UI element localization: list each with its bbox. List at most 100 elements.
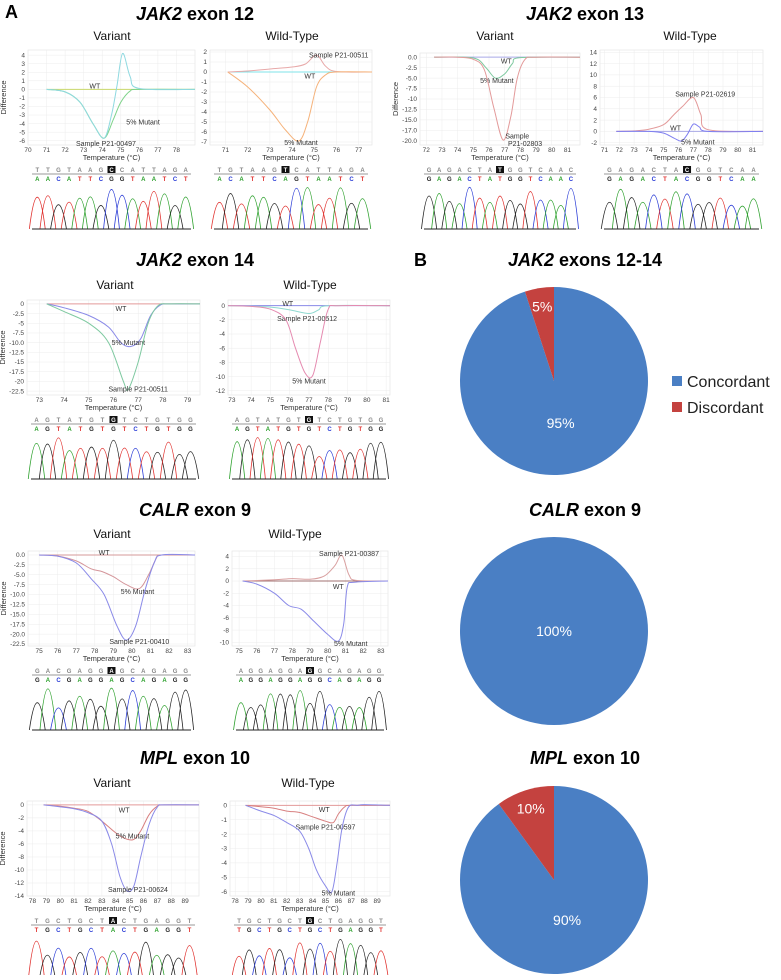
y-axis-label: Difference xyxy=(0,330,7,364)
trace-peak xyxy=(421,195,438,230)
melt-curve-plot: Wild-Type 71 72 73 74 75 76 77 78 79 80 81 14 12 10 8 6 4… xyxy=(590,29,764,162)
trace-peak xyxy=(461,187,478,230)
y-tick-label: -12 xyxy=(216,388,226,395)
y-tick-label: 6 xyxy=(593,95,597,102)
highlighted-base xyxy=(683,166,692,173)
x-tick-label: 75 xyxy=(117,147,125,154)
sequence-chromatogram: T G C T G C T G C T G A G G T T G C T G C T G C T G A G G T xyxy=(231,917,389,980)
exon-label: exon 9 xyxy=(579,500,641,520)
highlighted-base xyxy=(306,667,314,674)
x-tick-label: 76 xyxy=(253,648,261,655)
x-axis-label: Temperature (°C) xyxy=(280,403,338,412)
x-tick-label: 77 xyxy=(73,648,81,655)
series-line xyxy=(39,553,196,641)
trace-peak xyxy=(27,941,46,980)
x-tick-label: 83 xyxy=(184,648,192,655)
gene-name: MPL xyxy=(140,748,178,768)
trace-peak xyxy=(39,195,57,230)
y-tick-label: -8 xyxy=(219,360,225,367)
trace-peak xyxy=(270,439,287,480)
x-tick-label: 75 xyxy=(36,648,44,655)
y-tick-label: -10 xyxy=(15,867,25,874)
trace-peak xyxy=(93,447,112,480)
melt-curve-plot: Wild-Type 71 72 73 74 75 76 77 2 1 0 -1 -2 -3 -4 -5 -6 -7… xyxy=(201,29,373,162)
x-tick-label: 86 xyxy=(140,898,148,905)
gene-name: JAK2 xyxy=(526,4,572,24)
trace-peak xyxy=(352,448,369,480)
trace-peak xyxy=(342,203,361,230)
sequence-chromatogram: G A G A C T A C G G T C A A G A G A C T A C G G T C A A xyxy=(600,166,763,230)
x-tick-label: 73 xyxy=(80,147,88,154)
trace-peak xyxy=(331,707,348,731)
trace-peak xyxy=(656,198,674,230)
x-tick-label: 82 xyxy=(84,898,92,905)
exon-label: exon 14 xyxy=(182,250,254,270)
y-tick-label: -3 xyxy=(221,846,227,853)
highlighted-base xyxy=(107,166,116,173)
trace-peak xyxy=(137,942,155,980)
sequence-chromatogram: G A C G A G G A G C A G A G G G A C G A G G A G C A G A G G xyxy=(28,667,195,731)
trace-peak xyxy=(600,202,619,230)
y-tick-label: -17.5 xyxy=(10,621,25,628)
trace-peak xyxy=(321,450,338,480)
curve-annotation: 5% Mutant xyxy=(112,340,146,347)
x-tick-label: 81 xyxy=(342,648,350,655)
y-tick-label: -10.0 xyxy=(10,592,25,599)
x-tick-label: 88 xyxy=(168,898,176,905)
series-line xyxy=(245,804,391,894)
x-tick-label: 76 xyxy=(675,147,683,154)
y-tick-label: -2 xyxy=(219,317,225,324)
melt-curve-plot: Wild-Type 75 76 77 78 79 80 81 82 83 4 2 0 -2 -4 -6 -8 -1… xyxy=(220,527,389,663)
trace-peak xyxy=(512,203,529,230)
x-tick-label: 72 xyxy=(61,147,69,154)
trace-peak xyxy=(115,447,134,480)
trace-peak xyxy=(243,195,262,230)
slice-label: 5% xyxy=(532,299,552,315)
plot-subtitle: Variant xyxy=(476,29,514,43)
trace-peak xyxy=(156,705,173,731)
trace-peak xyxy=(634,202,652,230)
y-tick-label: -17.0 xyxy=(402,128,417,135)
y-tick-label: -4 xyxy=(223,603,229,610)
series-line xyxy=(245,804,391,824)
trace-peak xyxy=(166,692,184,731)
y-tick-label: -2.5 xyxy=(14,562,26,569)
trace-peak xyxy=(322,950,339,980)
y-tick-label: 0 xyxy=(20,802,24,809)
trace-peak xyxy=(362,443,379,480)
curve-annotation: 5% Mutant xyxy=(116,834,150,841)
x-tick-label: 83 xyxy=(98,898,106,905)
series-line xyxy=(43,804,200,893)
y-tick-label: -15 xyxy=(15,359,25,366)
trace-peak xyxy=(251,955,268,980)
curve-annotation: WT xyxy=(282,301,294,308)
series-line xyxy=(242,554,389,582)
y-tick-label: -4 xyxy=(221,860,227,867)
exon-label: exon 10 xyxy=(568,748,640,768)
x-tick-label: 85 xyxy=(126,898,134,905)
y-axis-label: Difference xyxy=(391,82,400,116)
plot-subtitle: Variant xyxy=(93,29,131,43)
y-tick-label: -6 xyxy=(221,889,227,896)
trace-peak xyxy=(28,702,46,731)
trace-peak xyxy=(372,442,389,480)
trace-peak xyxy=(290,443,307,480)
y-tick-label: -14 xyxy=(15,893,25,900)
exon-label: exon 13 xyxy=(572,4,644,24)
trace-peak xyxy=(28,196,46,230)
trace-peak xyxy=(50,204,67,230)
y-tick-label: 14 xyxy=(590,49,598,56)
series-line xyxy=(46,52,196,139)
y-tick-label: -1 xyxy=(19,95,25,102)
sequence-chromatogram: A G G A G G A G G C A G A G G A G G A G G A G G C A G A G G xyxy=(233,667,387,731)
x-tick-label: 77 xyxy=(154,147,162,154)
trace-peak xyxy=(38,954,56,980)
trace-peak xyxy=(60,956,78,980)
